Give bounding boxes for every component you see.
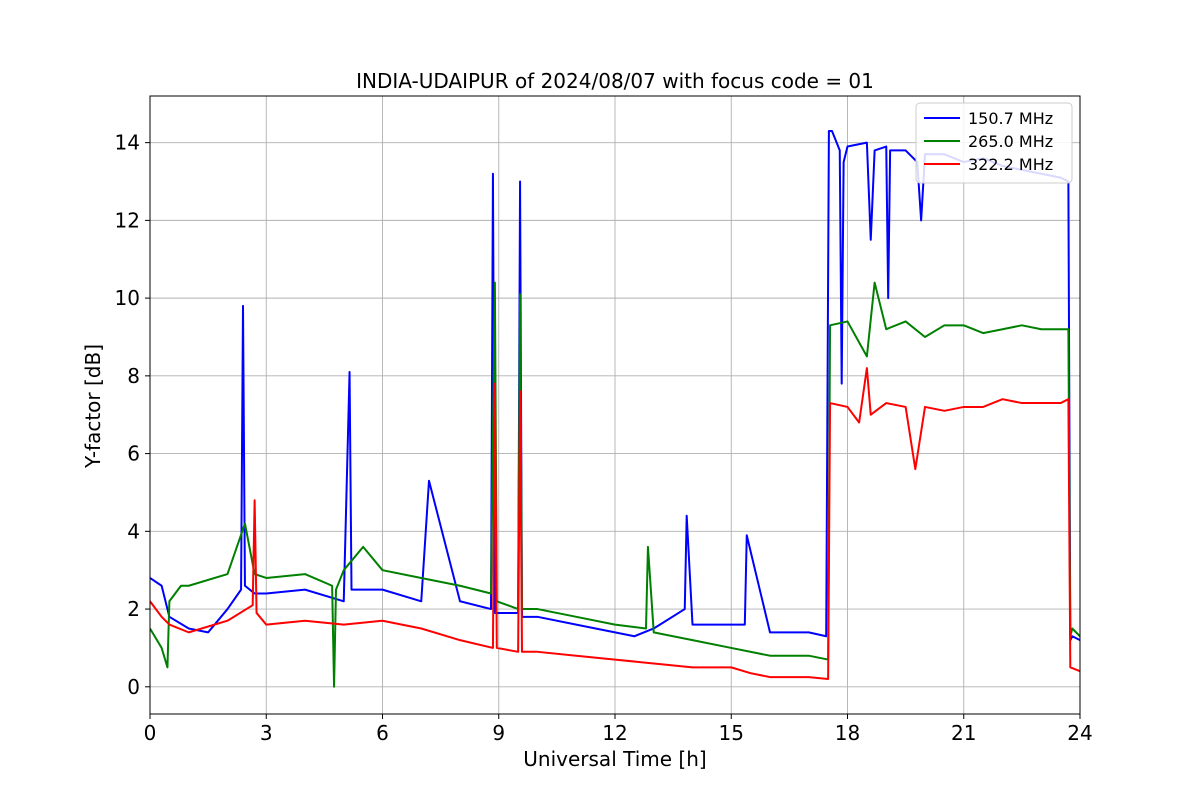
- x-tick-label-5: 15: [719, 721, 744, 745]
- series-line-1: [150, 281, 1080, 688]
- y-tick-label-4: 8: [127, 364, 140, 388]
- x-tick-label-2: 6: [376, 721, 389, 745]
- x-tick-label-8: 24: [1067, 721, 1092, 745]
- y-tick-label-5: 10: [115, 286, 140, 310]
- x-tick-label-4: 12: [602, 721, 627, 745]
- x-tick-label-0: 0: [144, 721, 157, 745]
- x-tick-label-3: 9: [492, 721, 505, 745]
- y-tick-label-7: 14: [115, 131, 140, 155]
- y-tick-label-1: 2: [127, 597, 140, 621]
- x-tick-label-1: 3: [260, 721, 273, 745]
- series-line-2: [150, 367, 1080, 681]
- legend-label-1: 265.0 MHz: [968, 132, 1053, 151]
- y-tick-label-6: 12: [115, 208, 140, 232]
- y-axis-label: Y-factor [dB]: [81, 344, 105, 469]
- x-tick-label-7: 21: [951, 721, 976, 745]
- y-tick-label-0: 0: [127, 675, 140, 699]
- chart-title: INDIA-UDAIPUR of 2024/08/07 with focus c…: [356, 69, 874, 93]
- legend: 150.7 MHz 265.0 MHz 322.2 MHz: [915, 102, 1073, 184]
- y-tick-label-2: 4: [127, 519, 140, 543]
- x-axis-label: Universal Time [h]: [523, 747, 706, 771]
- legend-label-2: 322.2 MHz: [968, 155, 1053, 174]
- legend-label-0: 150.7 MHz: [968, 109, 1053, 128]
- x-tick-label-6: 18: [835, 721, 860, 745]
- y-tick-label-3: 6: [127, 442, 140, 466]
